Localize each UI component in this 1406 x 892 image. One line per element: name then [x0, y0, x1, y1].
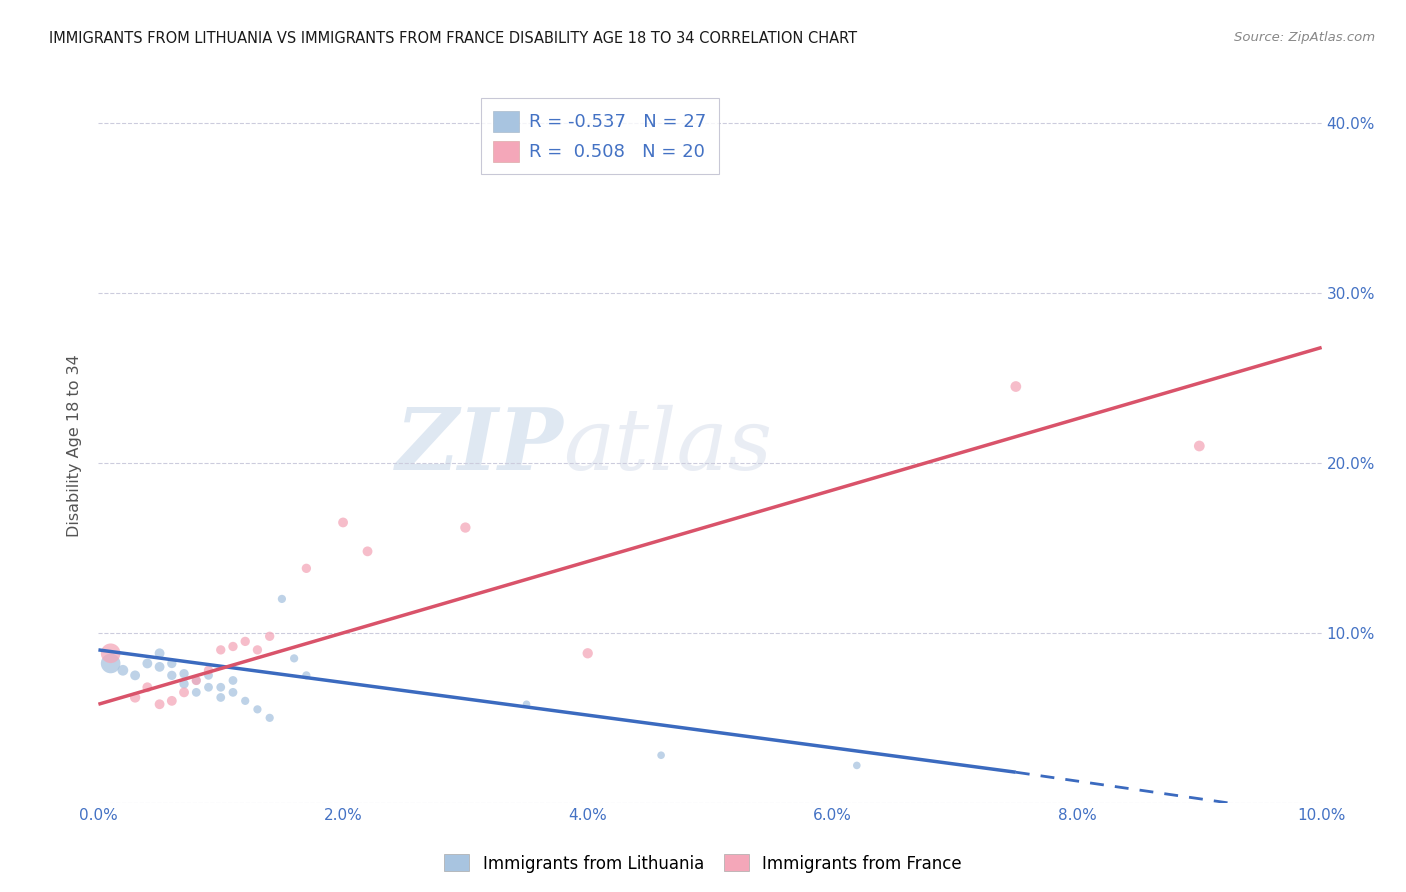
- Point: [209, 680, 232, 694]
- Point: [149, 646, 172, 660]
- Point: [209, 643, 232, 657]
- Point: [186, 673, 208, 688]
- Point: [233, 694, 256, 708]
- Point: [136, 680, 159, 694]
- Point: [516, 698, 538, 712]
- Point: [124, 690, 146, 705]
- Point: [845, 758, 868, 772]
- Point: [259, 629, 281, 643]
- Point: [209, 690, 232, 705]
- Point: [454, 520, 477, 534]
- Point: [124, 668, 146, 682]
- Point: [576, 646, 599, 660]
- Point: [100, 646, 122, 660]
- Point: [173, 677, 195, 691]
- Point: [1188, 439, 1211, 453]
- Point: [222, 685, 245, 699]
- Point: [173, 685, 195, 699]
- Point: [295, 668, 318, 682]
- Point: [173, 666, 195, 681]
- Point: [650, 748, 672, 763]
- Point: [270, 591, 292, 606]
- Text: IMMIGRANTS FROM LITHUANIA VS IMMIGRANTS FROM FRANCE DISABILITY AGE 18 TO 34 CORR: IMMIGRANTS FROM LITHUANIA VS IMMIGRANTS …: [49, 31, 858, 46]
- Point: [149, 698, 172, 712]
- Point: [100, 657, 122, 671]
- Point: [356, 544, 378, 558]
- Point: [222, 640, 245, 654]
- Point: [259, 711, 281, 725]
- Point: [222, 673, 245, 688]
- Point: [149, 660, 172, 674]
- Point: [160, 668, 183, 682]
- Text: Source: ZipAtlas.com: Source: ZipAtlas.com: [1234, 31, 1375, 45]
- Point: [233, 634, 256, 648]
- Text: ZIP: ZIP: [395, 404, 564, 488]
- Point: [160, 694, 183, 708]
- Point: [1004, 379, 1026, 393]
- Point: [332, 516, 354, 530]
- Point: [246, 702, 269, 716]
- Legend: Immigrants from Lithuania, Immigrants from France: Immigrants from Lithuania, Immigrants fr…: [437, 847, 969, 880]
- Point: [186, 685, 208, 699]
- Point: [111, 663, 134, 677]
- Point: [160, 657, 183, 671]
- Point: [246, 643, 269, 657]
- Point: [283, 651, 305, 665]
- Point: [197, 680, 219, 694]
- Y-axis label: Disability Age 18 to 34: Disability Age 18 to 34: [67, 355, 83, 537]
- Point: [197, 668, 219, 682]
- Text: atlas: atlas: [564, 405, 772, 487]
- Point: [136, 657, 159, 671]
- Legend: R = -0.537   N = 27, R =  0.508   N = 20: R = -0.537 N = 27, R = 0.508 N = 20: [481, 98, 720, 174]
- Point: [295, 561, 318, 575]
- Point: [186, 673, 208, 688]
- Point: [197, 663, 219, 677]
